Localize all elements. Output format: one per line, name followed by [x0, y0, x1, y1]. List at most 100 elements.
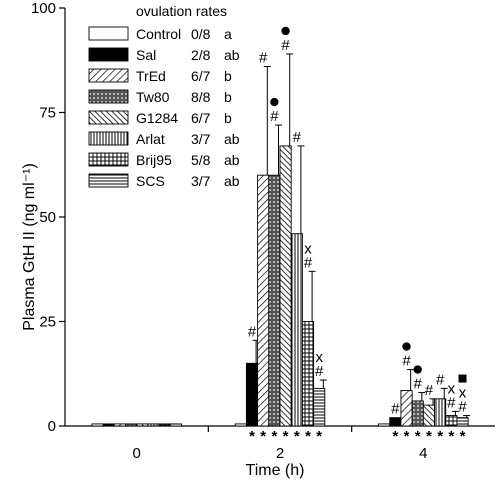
bar-tw80-2: [268, 174, 281, 427]
bar-tw80-4: [411, 400, 424, 427]
annotations: ######x#x### ###x#x: [248, 26, 467, 418]
bar-control-2: [234, 423, 247, 427]
legend-label: Brij95: [136, 152, 172, 168]
legend-swatch-tw80: [88, 89, 129, 104]
significance-asterisk: *: [294, 428, 300, 445]
bar-scs-2: [313, 387, 326, 427]
legend-label: TrEd: [136, 68, 166, 84]
bar-brij95-4: [445, 415, 458, 427]
bar-sal-4: [389, 417, 402, 427]
bar-arlat-0: [147, 423, 160, 427]
bar-brij95-2: [301, 321, 315, 427]
significance-asterisk: *: [460, 428, 466, 445]
significance-asterisk: *: [448, 428, 454, 445]
bar-tred-2: [257, 174, 270, 427]
significance-asterisk: *: [249, 428, 255, 445]
bar-g1284-0: [136, 423, 149, 427]
annotation-dot: [270, 97, 279, 107]
annotation-symbol: #: [436, 371, 445, 388]
significance-asterisk: *: [283, 428, 289, 445]
legend-swatch-scs: [88, 173, 129, 188]
legend-group: ab: [224, 173, 240, 189]
bar-control-4: [378, 423, 391, 427]
annotation-symbol: x: [304, 240, 312, 257]
legend-swatch-g1284: [88, 110, 129, 125]
legend-rate: 6/7: [191, 110, 211, 126]
legend-swatch-control: [88, 26, 129, 41]
bar-sal-0: [102, 423, 115, 427]
annotation-symbol: #: [293, 129, 302, 146]
annotation-symbol: #: [425, 382, 434, 399]
bar-arlat-2: [290, 233, 303, 427]
bar-scs-4: [456, 417, 469, 427]
legend-group: b: [224, 110, 232, 126]
x-tick-label: 0: [132, 445, 140, 462]
legend-rate: 5/8: [191, 152, 211, 168]
significance-asterisk: *: [437, 428, 443, 445]
annotation-symbol: #: [315, 363, 324, 380]
legend-group: a: [224, 26, 232, 42]
y-tick-label: 100: [31, 0, 56, 17]
y-tick-label: 0: [48, 418, 56, 435]
legend: ovulation rates Control 0/8 a Sal 2/8 ab TrEd 6/…: [88, 3, 240, 189]
annotation-dot: [281, 26, 290, 36]
significance-asterisk: *: [415, 428, 421, 445]
significance-asterisk: *: [392, 428, 398, 445]
legend-label: Sal: [136, 47, 156, 63]
annotation-symbol: x: [448, 380, 456, 397]
legend-label: SCS: [136, 173, 165, 189]
legend-rate: 3/7: [191, 131, 211, 147]
bar-tw80-0: [125, 423, 138, 427]
annotation-symbol: #: [281, 37, 290, 54]
legend-title: ovulation rates: [136, 3, 227, 19]
annotation-symbol: x: [459, 385, 467, 402]
annotation-symbol: #: [248, 323, 257, 340]
annotation-symbol: #: [270, 108, 279, 125]
legend-rate: 0/8: [191, 26, 211, 42]
annotation-symbol: #: [447, 394, 456, 411]
annotation-symbol: #: [458, 399, 467, 416]
significance-asterisk: *: [260, 428, 266, 445]
legend-rate: 2/8: [191, 47, 211, 63]
annotation-symbol: #: [391, 401, 400, 418]
legend-group: b: [224, 89, 232, 105]
annotation-symbol: #: [259, 50, 268, 67]
bar-scs-0: [169, 423, 182, 427]
annotation-dot: [413, 365, 422, 374]
bar-brij95-0: [158, 423, 171, 427]
legend-label: Tw80: [136, 89, 170, 105]
legend-group: ab: [224, 152, 240, 168]
legend-label: G1284: [136, 110, 178, 126]
legend-rate: 8/8: [191, 89, 211, 105]
significance-asterisk: *: [316, 428, 322, 445]
significance-asterisk: *: [404, 428, 410, 445]
legend-swatch-arlat: [88, 131, 129, 146]
bar-tred-4: [400, 390, 413, 427]
significance-asterisk: *: [271, 428, 277, 445]
x-tick-label: 2: [276, 445, 284, 462]
significance-asterisk: *: [305, 428, 311, 445]
annotation-symbol: #: [414, 376, 423, 393]
y-tick-label: 50: [39, 209, 56, 226]
bar-sal-2: [245, 362, 259, 427]
y-axis-label: Plasma GtH II (ng ml⁻¹): [21, 163, 38, 331]
legend-rate: 6/7: [191, 68, 211, 84]
legend-group: b: [224, 68, 232, 84]
annotation-dot: [402, 342, 411, 351]
bar-g1284-2: [279, 145, 292, 427]
annotation-square: [458, 374, 467, 383]
legend-rate: 3/7: [191, 173, 211, 189]
bar-tred-0: [113, 423, 126, 427]
legend-label: Arlat: [136, 131, 165, 147]
annotation-symbol: #: [304, 254, 313, 271]
bar-control-0: [91, 423, 104, 427]
legend-swatch-sal: [88, 47, 129, 62]
annotation-symbol: x: [315, 349, 323, 366]
annotation-symbol: #: [402, 353, 411, 370]
legend-label: Control: [136, 26, 181, 42]
legend-group: ab: [224, 131, 240, 147]
y-tick-label: 25: [39, 314, 56, 331]
y-tick-label: 75: [39, 105, 56, 122]
bar-arlat-4: [434, 398, 447, 427]
